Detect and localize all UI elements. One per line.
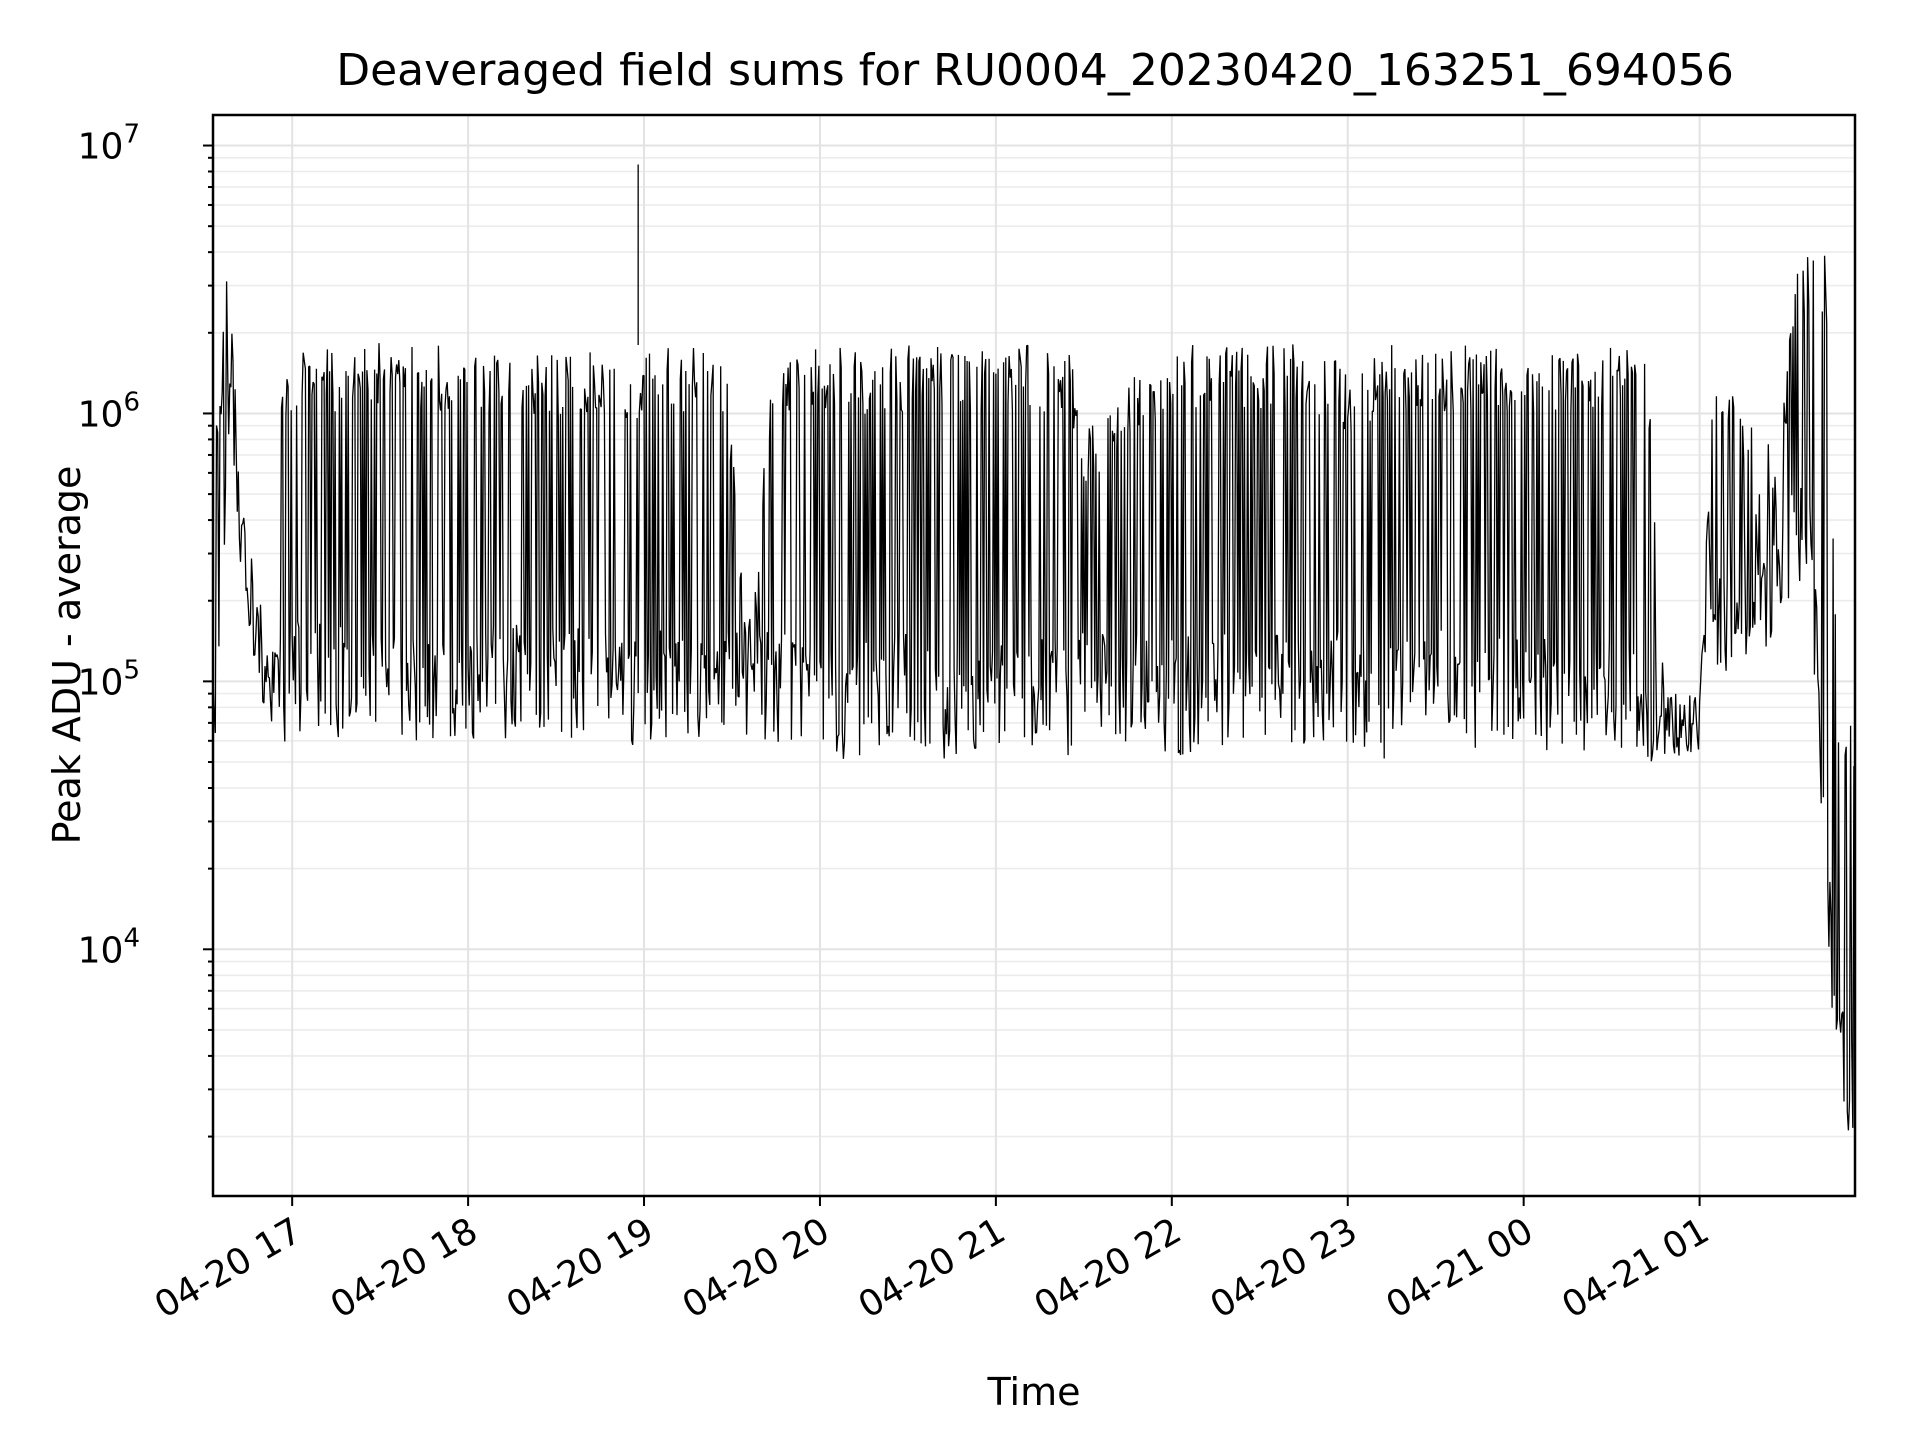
- y-tick-base: 10: [78, 662, 124, 703]
- y-tick-label: 105: [78, 655, 140, 703]
- x-tick-label: 04-20 23: [1204, 1210, 1365, 1326]
- y-tick-base: 10: [78, 394, 124, 435]
- y-tick-exponent: 6: [123, 387, 140, 417]
- x-tick-label: 04-20 17: [148, 1210, 309, 1326]
- y-tick-label: 107: [78, 120, 140, 168]
- y-tick-exponent: 7: [123, 120, 140, 150]
- y-tick-exponent: 4: [123, 923, 140, 953]
- x-tick-label: 04-20 21: [852, 1210, 1013, 1326]
- series-line-group: [212, 164, 1856, 1149]
- chart-title: Deaveraged field sums for RU0004_2023042…: [336, 45, 1734, 96]
- x-tick-label: 04-21 01: [1555, 1210, 1716, 1326]
- x-tick-label: 04-20 22: [1028, 1210, 1189, 1326]
- y-tick-base: 10: [78, 930, 124, 971]
- plot-frame: [211, 113, 1857, 1198]
- y-axis-label: Peak ADU - average: [45, 466, 89, 845]
- x-tick-label: 04-21 00: [1379, 1210, 1540, 1326]
- y-tick-exponent: 5: [123, 655, 140, 685]
- x-axis: 04-20 17 04-20 18 04-20 19 04-20 20 04-20 21…: [148, 1196, 1716, 1327]
- x-tick-label: 04-20 19: [500, 1210, 661, 1326]
- y-tick-label: 104: [78, 923, 140, 971]
- y-tick-base: 10: [78, 127, 124, 168]
- y-tick-label: 106: [78, 387, 140, 435]
- series-line: [212, 255, 1856, 1149]
- x-axis-label: Time: [987, 1370, 1081, 1414]
- x-tick-label: 04-20 20: [676, 1210, 837, 1326]
- x-tick-label: 04-20 18: [324, 1210, 485, 1326]
